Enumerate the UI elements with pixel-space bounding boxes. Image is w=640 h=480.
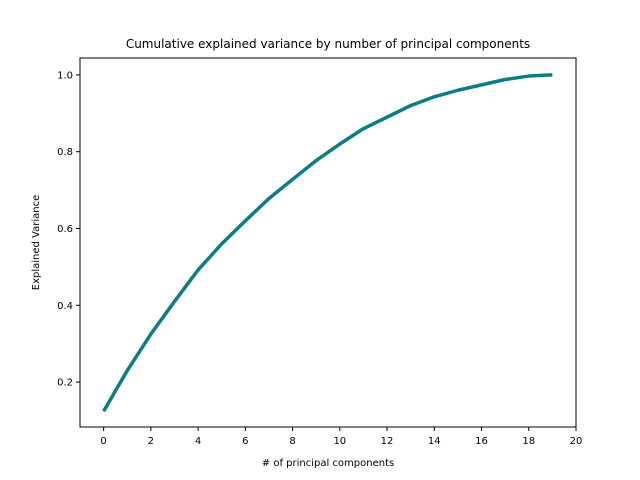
y-tick-label: 0.8: [57, 147, 73, 158]
data-point: [173, 300, 175, 302]
x-tick-label: 10: [333, 436, 346, 447]
series-line: [102, 73, 553, 413]
data-point: [409, 104, 411, 106]
plot-area: 0 2 4 6 8 10 12 14 16 18 20 0.2 0.4 0.6 0.8 1.0: [57, 70, 582, 447]
plot-frame: [79, 57, 577, 428]
data-point: [528, 75, 530, 77]
data-point: [457, 89, 459, 91]
x-tick-label: 0: [100, 436, 106, 447]
x-tick-label: 16: [475, 436, 488, 447]
y-tick-label: 1.0: [57, 70, 73, 81]
data-point: [386, 116, 388, 118]
data-point: [551, 74, 553, 76]
x-tick-label: 12: [381, 436, 394, 447]
data-point: [126, 369, 128, 371]
data-point: [291, 178, 293, 180]
data-point: [197, 269, 199, 271]
x-tick-label: 8: [289, 436, 295, 447]
data-point: [150, 333, 152, 335]
x-tick-label: 6: [242, 436, 248, 447]
x-axis-label: # of principal components: [262, 458, 394, 469]
data-point: [480, 84, 482, 86]
data-point: [339, 143, 341, 145]
y-tick-label: 0.2: [57, 378, 73, 389]
x-tick-label: 18: [522, 436, 535, 447]
data-point: [102, 410, 104, 412]
data-point: [433, 96, 435, 98]
y-axis-label: Explained Variance: [31, 195, 42, 290]
x-tick-label: 4: [195, 436, 201, 447]
y-tick-label: 0.4: [57, 301, 73, 312]
data-point: [504, 78, 506, 80]
x-tick-label: 2: [148, 436, 154, 447]
x-tick-label: 20: [570, 436, 583, 447]
data-point: [221, 243, 223, 245]
data-point: [362, 127, 364, 129]
data-point: [268, 197, 270, 199]
data-point: [315, 159, 317, 161]
chart-title: Cumulative explained variance by number …: [126, 37, 530, 51]
data-point: [244, 220, 246, 222]
x-tick-label: 14: [428, 436, 441, 447]
y-tick-label: 0.6: [57, 224, 73, 235]
